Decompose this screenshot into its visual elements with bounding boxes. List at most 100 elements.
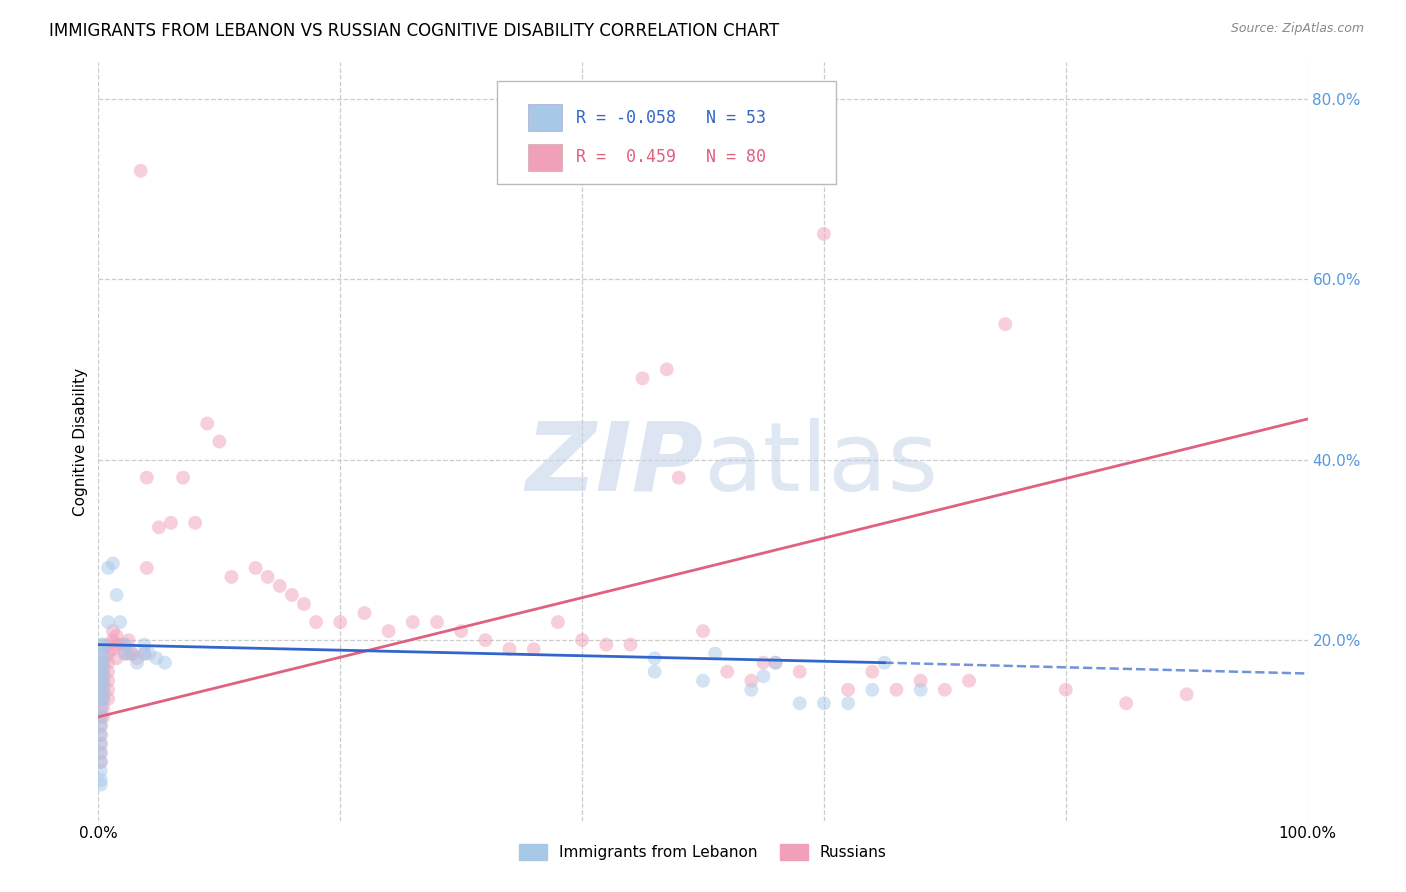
Point (90, 778, 112, 792)
FancyBboxPatch shape (527, 104, 561, 131)
FancyBboxPatch shape (527, 144, 561, 171)
Point (90, 719, 112, 733)
Point (97, 656, 120, 670)
Point (910, 682, 932, 697)
Point (450, 624, 472, 639)
Point (101, 557, 124, 571)
Point (256, 570, 278, 584)
Point (934, 682, 956, 697)
Point (619, 638, 641, 652)
Point (90, 656, 112, 670)
Point (129, 163, 152, 178)
Point (208, 434, 231, 449)
Point (90, 682, 112, 697)
Point (97, 647, 120, 661)
Point (426, 615, 449, 629)
Point (631, 371, 654, 385)
Point (91, 701, 114, 715)
Point (1054, 682, 1077, 697)
Point (305, 615, 328, 629)
Point (90, 691, 112, 706)
Point (105, 651, 128, 665)
Point (269, 579, 291, 593)
Point (571, 633, 593, 648)
Text: IMMIGRANTS FROM LEBANON VS RUSSIAN COGNITIVE DISABILITY CORRELATION CHART: IMMIGRANTS FROM LEBANON VS RUSSIAN COGNI… (49, 22, 779, 40)
Point (97, 673, 120, 688)
Point (90, 665, 112, 679)
Point (184, 516, 207, 530)
Point (281, 588, 304, 602)
Text: R =  0.459   N = 80: R = 0.459 N = 80 (576, 148, 766, 166)
Point (221, 570, 243, 584)
Point (134, 647, 156, 661)
Point (91, 665, 114, 679)
Point (90, 737, 112, 751)
Point (329, 615, 352, 629)
Point (90, 710, 112, 724)
Point (523, 642, 546, 657)
Point (135, 561, 157, 575)
Point (692, 624, 714, 639)
Point (91, 682, 114, 697)
Point (377, 624, 399, 639)
Point (135, 470, 157, 484)
Point (692, 673, 714, 688)
Point (644, 651, 666, 665)
Point (105, 629, 128, 643)
Point (90, 638, 112, 652)
Point (474, 633, 496, 648)
Point (668, 470, 690, 484)
Point (994, 317, 1017, 331)
Legend: Immigrants from Lebanon, Russians: Immigrants from Lebanon, Russians (513, 838, 893, 866)
Point (90, 665, 112, 679)
Point (97, 665, 120, 679)
Point (765, 656, 787, 670)
Point (105, 588, 128, 602)
Point (90, 764, 112, 778)
Point (245, 561, 267, 575)
Point (121, 647, 143, 661)
Point (148, 520, 170, 534)
Point (121, 647, 143, 661)
Point (118, 633, 141, 648)
Point (740, 673, 762, 688)
Point (873, 656, 896, 670)
Point (402, 615, 425, 629)
Point (886, 682, 908, 697)
Point (153, 656, 176, 670)
Point (704, 647, 727, 661)
Point (910, 673, 932, 688)
Point (860, 682, 883, 697)
Point (789, 665, 811, 679)
Point (547, 615, 569, 629)
Point (90, 772, 112, 787)
Point (716, 665, 738, 679)
Point (97, 638, 120, 652)
Point (138, 647, 160, 661)
Y-axis label: Cognitive Disability: Cognitive Disability (73, 368, 89, 516)
Point (118, 647, 141, 661)
Point (91, 647, 114, 661)
Point (91, 710, 114, 724)
Point (90, 701, 112, 715)
Point (595, 638, 617, 652)
FancyBboxPatch shape (498, 81, 837, 184)
Point (813, 227, 835, 241)
Point (91, 647, 114, 661)
Point (789, 696, 811, 710)
Point (114, 638, 136, 652)
Point (765, 656, 787, 670)
Point (90, 755, 112, 769)
Point (91, 691, 114, 706)
Point (740, 682, 762, 697)
Point (97, 615, 120, 629)
Point (90, 719, 112, 733)
Point (101, 633, 124, 648)
Point (127, 656, 149, 670)
Point (957, 673, 980, 688)
Point (90, 710, 112, 724)
Point (90, 728, 112, 742)
Point (101, 624, 124, 639)
Point (860, 665, 883, 679)
Point (145, 651, 167, 665)
